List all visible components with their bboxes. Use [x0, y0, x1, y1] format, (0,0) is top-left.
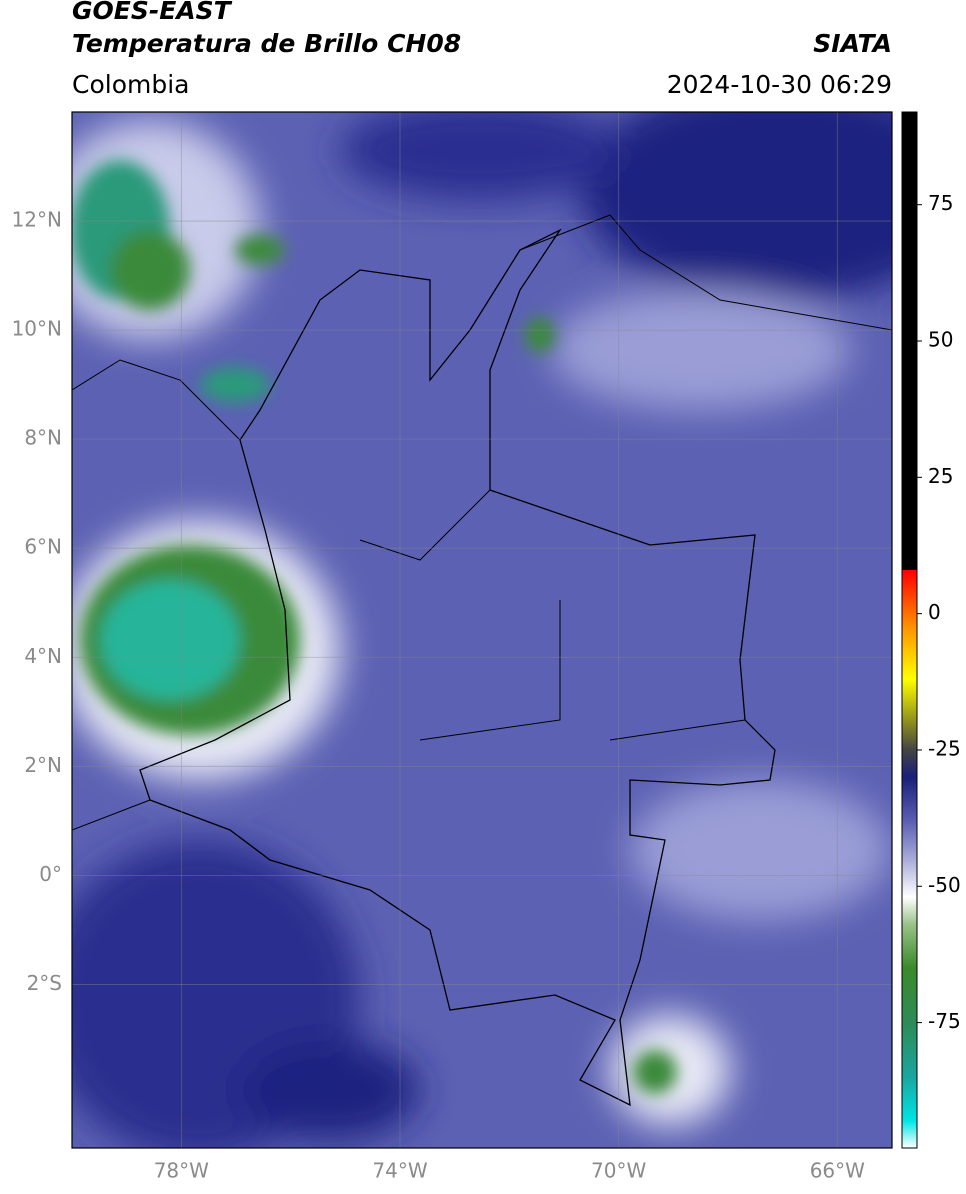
lon-tick-label: 70°W	[591, 1159, 646, 1183]
lat-tick-label: 10°N	[12, 317, 62, 341]
colorbar-tick-label: -75	[928, 1009, 961, 1033]
lat-tick-label: 8°N	[24, 426, 62, 450]
subtitle: Temperatura de Brillo CH08	[72, 29, 461, 58]
colorbar-tick-label: 0	[928, 600, 941, 624]
map-frame	[71, 111, 893, 1149]
colorbar-tick-label: 25	[928, 464, 953, 488]
region: Colombia	[72, 70, 189, 99]
lat-tick-label: 4°N	[24, 644, 62, 668]
lat-tick-label: 2°S	[27, 971, 62, 995]
colorbar-tick-label: 75	[928, 191, 953, 215]
colorbar-tick-label: 50	[928, 328, 953, 352]
colorbar-frame	[901, 111, 918, 1149]
satellite-image	[72, 112, 892, 1148]
lon-tick-label: 74°W	[372, 1159, 427, 1183]
lat-tick-label: 12°N	[12, 208, 62, 232]
lat-tick-label: 0°	[39, 862, 62, 886]
lat-tick-label: 2°N	[24, 753, 62, 777]
colorbar	[902, 112, 917, 1148]
timestamp: 2024-10-30 06:29	[667, 70, 892, 99]
colorbar-tick-label: -25	[928, 736, 961, 760]
lon-tick-label: 78°W	[154, 1159, 209, 1183]
lat-tick-label: 6°N	[24, 535, 62, 559]
lon-tick-label: 66°W	[810, 1159, 865, 1183]
colorbar-tick-label: -50	[928, 873, 961, 897]
source: SIATA	[813, 29, 892, 58]
title: GOES-EAST	[72, 0, 233, 25]
